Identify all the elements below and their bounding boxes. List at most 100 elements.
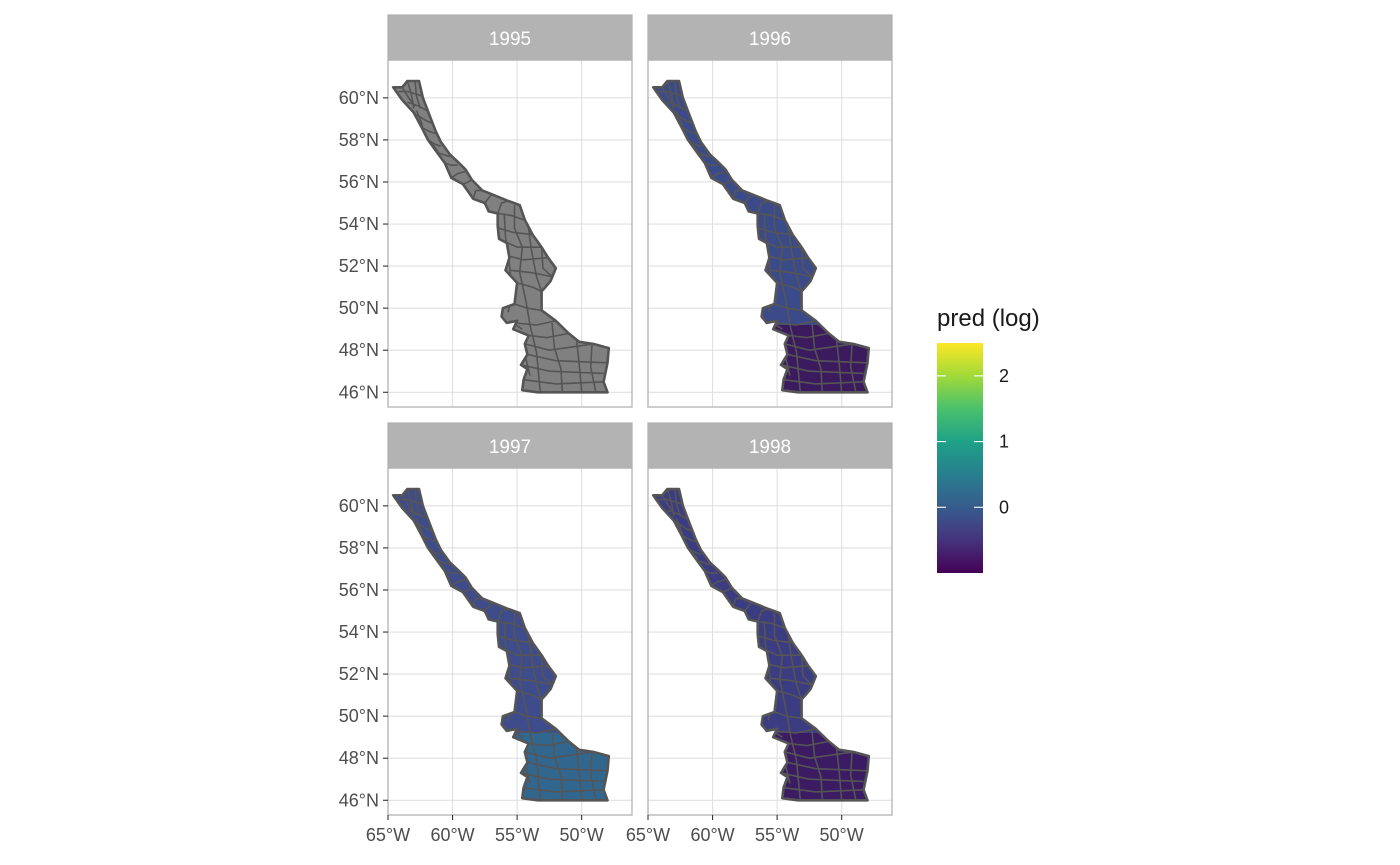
cell-boundary <box>732 189 743 200</box>
cell-boundary <box>551 730 564 801</box>
cell-boundary <box>800 655 813 686</box>
cell-boundary <box>674 489 682 517</box>
cell-boundary <box>766 254 809 261</box>
cell-boundary <box>667 101 688 112</box>
cell-boundary <box>498 620 524 629</box>
facet-strip-label: 1996 <box>749 29 791 50</box>
color-legend: pred (log) 2 1 0 <box>937 305 1040 573</box>
cell-boundary <box>681 534 697 543</box>
cell-boundary <box>744 602 752 612</box>
cell-boundary <box>722 179 733 185</box>
cell-boundary <box>528 740 569 747</box>
y-tick-label: 60°N <box>339 496 379 516</box>
y-tick-label: 52°N <box>339 664 379 684</box>
y-axis-bottom-row: 60°N 58°N 56°N 54°N 52°N 50°N 48°N 46°N <box>339 496 388 810</box>
cell-boundary <box>414 489 422 517</box>
cell-boundary <box>540 247 553 278</box>
cell-boundary <box>398 498 422 505</box>
cell-boundary <box>551 322 564 393</box>
cell-boundary <box>770 677 813 686</box>
cell-boundary <box>520 772 604 783</box>
cell-boundary <box>575 339 583 393</box>
x-tick-label: 60°W <box>690 825 734 845</box>
cell-boundary <box>770 269 813 278</box>
y-tick-label: 50°N <box>339 706 379 726</box>
y-tick-label: 50°N <box>339 298 379 318</box>
y-tick-label: 48°N <box>339 340 379 360</box>
cell-boundary <box>513 205 542 393</box>
x-tick-label: 50°W <box>820 825 864 845</box>
cell-boundary <box>710 170 726 179</box>
y-tick-label: 58°N <box>339 130 379 150</box>
x-axis-right-column: 65°W 60°W 55°W 50°W <box>626 815 864 845</box>
region-outline <box>391 79 611 394</box>
x-tick-label: 60°W <box>430 825 474 845</box>
facet-strip <box>387 422 633 469</box>
cell-boundary <box>520 364 604 375</box>
cell-boundary <box>780 364 864 375</box>
facet-strip <box>647 14 893 61</box>
facet-strip-label: 1995 <box>489 29 531 50</box>
cell-boundary <box>783 378 864 385</box>
cell-boundary <box>774 320 816 326</box>
cell-boundary <box>774 728 816 734</box>
y-tick-label: 46°N <box>339 790 379 810</box>
cell-boundary <box>407 101 428 112</box>
cell-boundary <box>773 205 802 393</box>
cell-boundary <box>528 332 569 339</box>
cell-boundary <box>496 200 509 214</box>
facet-panel-1997: 1997 <box>387 422 633 816</box>
cell-boundary <box>704 570 718 574</box>
y-tick-label: 46°N <box>339 382 379 402</box>
region-outline <box>651 487 871 802</box>
cell-boundary <box>788 332 829 339</box>
cell-boundary <box>472 189 483 200</box>
x-tick-label: 55°W <box>755 825 799 845</box>
cell-boundary <box>849 751 857 801</box>
y-tick-label: 54°N <box>339 622 379 642</box>
cell-boundary <box>849 343 857 393</box>
cell-boundary <box>744 194 752 204</box>
cell-boundary <box>758 635 793 644</box>
x-axis-left-column: 65°W 60°W 55°W 50°W <box>366 815 604 845</box>
cell-boundary <box>589 751 597 801</box>
legend-colorbar <box>937 343 983 573</box>
y-axis-top-row: 60°N 58°N 56°N 54°N 52°N 50°N 48°N 46°N <box>339 88 388 402</box>
facet-strip-label: 1998 <box>749 437 791 458</box>
cell-boundary <box>811 322 824 393</box>
cell-boundaries <box>658 489 868 801</box>
cell-boundary <box>506 662 549 669</box>
cell-boundary <box>526 627 544 704</box>
cell-boundary <box>704 162 718 166</box>
cell-boundary <box>835 747 843 801</box>
cell-boundary <box>514 728 556 734</box>
cell-boundary <box>462 587 473 593</box>
cell-boundary <box>514 320 556 326</box>
cell-boundary <box>450 578 466 587</box>
cell-boundary <box>484 602 492 612</box>
y-tick-label: 52°N <box>339 256 379 276</box>
cell-boundary <box>498 635 533 644</box>
facet-strip <box>647 422 893 469</box>
y-tick-label: 48°N <box>339 748 379 768</box>
facet-panel-1998: 1998 <box>647 422 893 816</box>
legend-tick-label: 0 <box>999 497 1009 517</box>
cell-boundary <box>658 498 682 505</box>
cell-boundary <box>681 126 697 135</box>
cell-boundary <box>732 597 743 608</box>
cell-boundary <box>498 227 533 236</box>
legend-title: pred (log) <box>937 305 1040 332</box>
cell-boundary <box>786 219 804 296</box>
y-tick-label: 58°N <box>339 538 379 558</box>
legend-tick-label: 2 <box>999 366 1009 386</box>
cell-boundary <box>758 227 793 236</box>
cell-boundary <box>513 613 542 801</box>
cell-boundary <box>667 509 688 520</box>
facet-strip <box>387 14 633 61</box>
legend-ticks: 2 1 0 <box>937 366 1009 517</box>
cell-boundary <box>589 343 597 393</box>
legend-tick-label: 1 <box>999 432 1009 452</box>
region-outline <box>391 487 611 802</box>
y-tick-label: 56°N <box>339 580 379 600</box>
